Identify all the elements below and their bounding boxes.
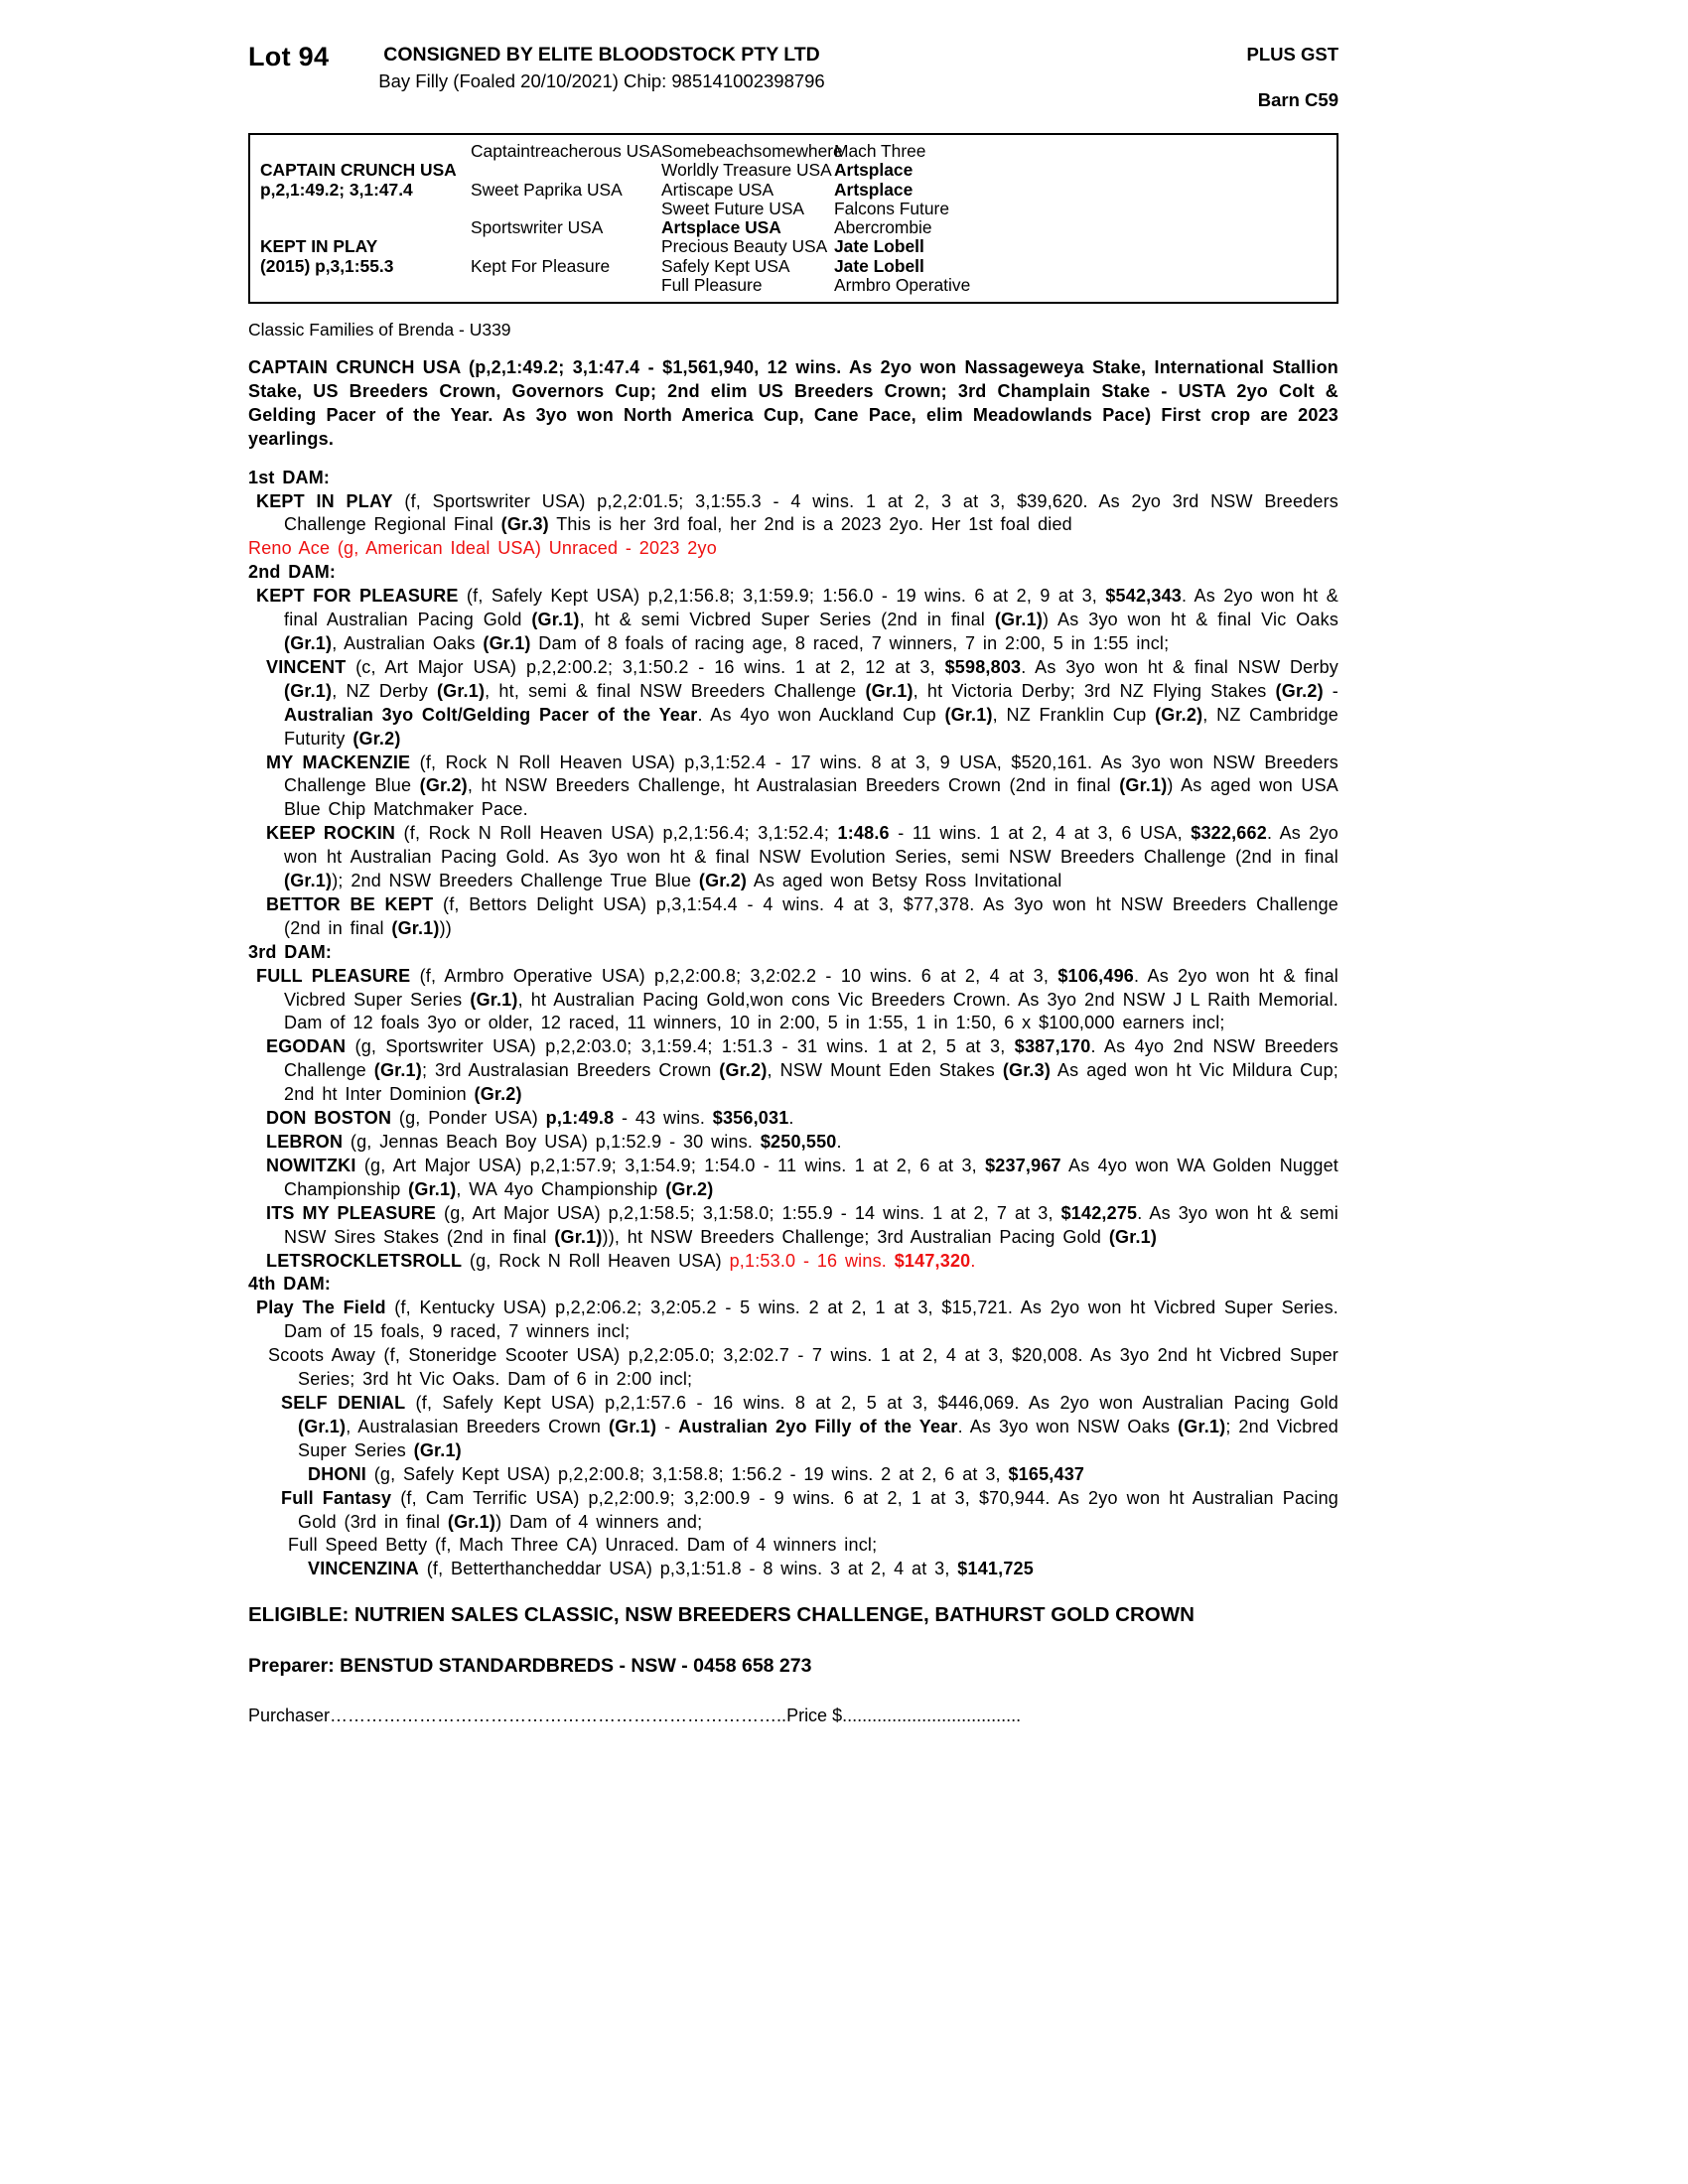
family-line: Classic Families of Brenda - U339 bbox=[248, 320, 511, 340]
price-label: Price $ bbox=[786, 1706, 843, 1726]
gen4-cell: Falcons Future bbox=[834, 198, 949, 218]
para-dhoni: DHONI (g, Safely Kept USA) p,2,2:00.8; 3… bbox=[308, 1463, 1085, 1484]
dam-name: KEPT IN PLAY bbox=[260, 236, 378, 257]
para-full-fantasy: Full Fantasy (f, Cam Terrific USA) p,2,2… bbox=[281, 1487, 1338, 1532]
para-reno-ace: Reno Ace (g, American Ideal USA) Unraced… bbox=[248, 538, 717, 559]
pedigree-parents-column: CAPTAIN CRUNCH USA p,2,1:49.2; 3,1:47.4 … bbox=[260, 142, 471, 295]
gen3-cell: Artiscape USA bbox=[661, 179, 774, 200]
sire-summary-paragraph: CAPTAIN CRUNCH USA (p,2,1:49.2; 3,1:47.4… bbox=[248, 357, 1338, 449]
pedigree-gen3-column: Somebeachsomewhere Worldly Treasure USA … bbox=[661, 141, 843, 295]
preparer-line: Preparer: BENSTUD STANDARDBREDS - NSW - … bbox=[248, 1655, 812, 1678]
gen3-cell: Sweet Future USA bbox=[661, 198, 805, 218]
gen2-cell: Sportswriter USA bbox=[471, 217, 604, 237]
eligibility-statement: ELIGIBLE: NUTRIEN SALES CLASSIC, NSW BRE… bbox=[248, 1603, 1195, 1627]
dam-record: (2015) p,3,1:55.3 bbox=[260, 255, 394, 276]
para-play-the-field: Play The Field (f, Kentucky USA) p,2,2:0… bbox=[256, 1297, 1338, 1342]
sire-block: CAPTAIN CRUNCH USA p,2,1:49.2; 3,1:47.4 bbox=[260, 142, 471, 218]
para-its-my-pleasure: ITS MY PLEASURE (g, Art Major USA) p,2,1… bbox=[266, 1202, 1338, 1247]
para-bettor-be-kept: BETTOR BE KEPT (f, Bettors Delight USA) … bbox=[266, 893, 1339, 938]
para-self-denial: SELF DENIAL (f, Safely Kept USA) p,2,1:5… bbox=[281, 1392, 1339, 1460]
gen2-cell: Sweet Paprika USA bbox=[471, 179, 623, 200]
sire-record: p,2,1:49.2; 3,1:47.4 bbox=[260, 179, 413, 200]
title-block: CONSIGNED BY ELITE BLOODSTOCK PTY LTD Ba… bbox=[248, 44, 955, 92]
para-lebron: LEBRON (g, Jennas Beach Boy USA) p,1:52.… bbox=[266, 1132, 842, 1152]
para-nowitzki: NOWITZKI (g, Art Major USA) p,2,1:57.9; … bbox=[266, 1155, 1338, 1199]
sire-name: CAPTAIN CRUNCH USA bbox=[260, 160, 457, 181]
para-keep-rockin: KEEP ROCKIN (f, Rock N Roll Heaven USA) … bbox=[266, 823, 1339, 891]
para-letsrockletsroll: LETSROCKLETSROLL (g, Rock N Roll Heaven … bbox=[266, 1250, 976, 1271]
pedigree-table: CAPTAIN CRUNCH USA p,2,1:49.2; 3,1:47.4 … bbox=[248, 133, 1338, 304]
para-full-speed-betty: Full Speed Betty (f, Mach Three CA) Unra… bbox=[288, 1535, 878, 1556]
gen3-cell: Safely Kept USA bbox=[661, 255, 790, 276]
gen3-cell: Artsplace USA bbox=[661, 217, 781, 237]
header-right-block: PLUS GST Barn C59 bbox=[1246, 44, 1338, 111]
para-scoots-away: Scoots Away (f, Stoneridge Scooter USA) … bbox=[268, 1345, 1338, 1390]
page-header: Lot 94 CONSIGNED BY ELITE BLOODSTOCK PTY… bbox=[248, 42, 1338, 127]
lot-number: Lot 94 bbox=[248, 42, 330, 71]
gen4-cell: Jate Lobell bbox=[834, 236, 924, 257]
gen2-cell: Captaintreacherous USA bbox=[471, 141, 662, 161]
dam-heading-3: 3rd DAM: bbox=[248, 941, 333, 962]
gen3-cell: Worldly Treasure USA bbox=[661, 160, 832, 181]
para-vincenzina: VINCENZINA (f, Betterthancheddar USA) p,… bbox=[308, 1559, 1034, 1579]
para-don-boston: DON BOSTON (g, Ponder USA) p,1:49.8 - 43… bbox=[266, 1108, 794, 1129]
para-kept-for-pleasure: KEPT FOR PLEASURE (f, Safely Kept USA) p… bbox=[256, 586, 1339, 653]
gen3-cell: Somebeachsomewhere bbox=[661, 141, 843, 161]
barn-label: Barn C59 bbox=[1257, 89, 1338, 110]
pedigree-text: CAPTAIN CRUNCH USA (p,2,1:49.2; 3,1:47.4… bbox=[248, 356, 1338, 1581]
gen3-cell: Full Pleasure bbox=[661, 274, 763, 295]
gen3-cell: Precious Beauty USA bbox=[661, 236, 828, 257]
gen4-cell: Artsplace bbox=[834, 160, 914, 181]
pedigree-gen2-column: Captaintreacherous USA Sweet Paprika USA… bbox=[471, 142, 661, 295]
price-dotted-leader: .................................... bbox=[842, 1706, 1022, 1726]
horse-description: Bay Filly (Foaled 20/10/2021) Chip: 9851… bbox=[378, 70, 825, 91]
para-vincent: VINCENT (c, Art Major USA) p,2,2:00.2; 3… bbox=[266, 656, 1339, 749]
dam-heading-4: 4th DAM: bbox=[248, 1274, 332, 1295]
purchaser-dotted-leader: ………………………………………………………………….. bbox=[330, 1706, 787, 1726]
para-egodan: EGODAN (g, Sportswriter USA) p,2,2:03.0;… bbox=[266, 1036, 1338, 1105]
gen4-cell: Abercrombie bbox=[834, 217, 932, 237]
gen4-cell: Armbro Operative bbox=[834, 274, 971, 295]
gen4-cell: Artsplace bbox=[834, 179, 914, 200]
consignor-title: CONSIGNED BY ELITE BLOODSTOCK PTY LTD bbox=[383, 44, 820, 66]
pedigree-gen4-column: Mach Three Artsplace Artsplace Falcons F… bbox=[834, 141, 1336, 295]
plus-gst-label: PLUS GST bbox=[1246, 44, 1338, 65]
para-full-pleasure: FULL PLEASURE (f, Armbro Operative USA) … bbox=[256, 965, 1338, 1033]
purchaser-line: Purchaser…………………………………………………………………..Pric… bbox=[248, 1706, 1338, 1726]
para-my-mackenzie: MY MACKENZIE (f, Rock N Roll Heaven USA)… bbox=[266, 751, 1338, 820]
gen2-cell: Kept For Pleasure bbox=[471, 255, 611, 276]
dam-heading-2: 2nd DAM: bbox=[248, 562, 337, 583]
page-content: Lot 94 CONSIGNED BY ELITE BLOODSTOCK PTY… bbox=[248, 42, 1338, 1726]
gen4-cell: Jate Lobell bbox=[834, 255, 924, 276]
dam-heading-1: 1st DAM: bbox=[248, 467, 331, 487]
gen4-cell: Mach Three bbox=[834, 141, 926, 161]
para-kept-in-play: KEPT IN PLAY (f, Sportswriter USA) p,2,2… bbox=[256, 490, 1338, 535]
purchaser-label: Purchaser bbox=[248, 1706, 331, 1726]
dam-block: KEPT IN PLAY (2015) p,3,1:55.3 bbox=[260, 218, 471, 295]
